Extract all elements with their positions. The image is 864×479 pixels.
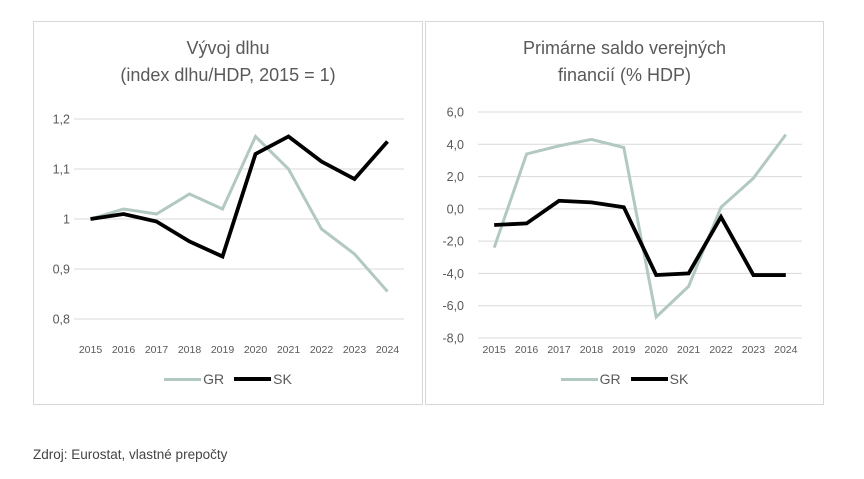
svg-text:1: 1 [63,213,70,227]
legend-item-sk: SK [630,371,689,387]
chart-panel-primary-balance: Primárne saldo verejných financií (% HDP… [425,21,824,405]
svg-text:2,0: 2,0 [447,170,464,184]
svg-text:4,0: 4,0 [447,138,464,152]
chart-legend: GR SK [426,371,823,387]
svg-text:2023: 2023 [742,344,766,356]
svg-text:2016: 2016 [112,344,136,356]
chart-title-primary-balance: Primárne saldo verejných financií (% HDP… [426,35,823,89]
source-note: Zdroj: Eurostat, vlastné prepočty [33,447,228,462]
legend-label-sk: SK [669,371,689,387]
legend-item-sk: SK [234,371,292,387]
svg-text:-2,0: -2,0 [442,235,464,249]
sk-line-swatch [234,377,272,381]
svg-text:2017: 2017 [547,344,571,356]
svg-text:2022: 2022 [310,344,334,356]
svg-text:2020: 2020 [645,344,669,356]
svg-text:-6,0: -6,0 [442,299,464,313]
line-chart-debt: 1,2 1,1 1 0,9 0,8 2015 2016 2017 2018 2019 2020 202… [53,113,404,356]
sk-line-swatch [630,377,668,381]
svg-text:2024: 2024 [376,344,400,356]
svg-text:2020: 2020 [244,344,268,356]
legend-item-gr: GR [560,371,621,387]
chart-title-line2: financií (% HDP) [557,65,692,85]
svg-text:2021: 2021 [277,344,301,356]
chart-panel-debt: Vývoj dlhu (index dlhu/HDP, 2015 = 1) 1,… [33,21,423,405]
gr-line-swatch [164,377,202,381]
legend-label-gr: GR [203,371,225,387]
svg-text:2016: 2016 [515,344,539,356]
svg-text:2017: 2017 [145,344,169,356]
svg-text:0,9: 0,9 [53,263,70,277]
legend-label-sk: SK [273,371,292,387]
svg-text:1,1: 1,1 [53,163,70,177]
svg-text:2019: 2019 [211,344,235,356]
chart-title-line1: Vývoj dlhu [186,38,270,58]
svg-text:2015: 2015 [483,344,507,356]
svg-text:2018: 2018 [580,344,604,356]
svg-text:2023: 2023 [343,344,367,356]
chart-title-debt: Vývoj dlhu (index dlhu/HDP, 2015 = 1) [34,35,422,89]
legend-item-gr: GR [164,371,224,387]
gr-line-swatch [560,377,598,381]
chart-title-line2: (index dlhu/HDP, 2015 = 1) [120,65,336,85]
svg-text:-4,0: -4,0 [442,267,464,281]
svg-text:0,8: 0,8 [53,313,70,327]
svg-text:2022: 2022 [709,344,733,356]
svg-text:1,2: 1,2 [53,113,70,127]
svg-text:2018: 2018 [178,344,202,356]
svg-text:6,0: 6,0 [447,106,464,120]
svg-text:2019: 2019 [612,344,636,356]
svg-text:2024: 2024 [774,344,798,356]
svg-text:0,0: 0,0 [447,202,464,216]
chart-title-line1: Primárne saldo verejných [522,38,727,58]
svg-text:2021: 2021 [677,344,701,356]
svg-text:-8,0: -8,0 [442,332,464,346]
legend-label-gr: GR [599,371,621,387]
chart-legend: GR SK [34,371,422,387]
line-chart-primary-balance: 6,0 4,0 2,0 0,0 -2,0 -4,0 -6,0 -8,0 2015 2016 2017… [442,106,802,356]
svg-text:2015: 2015 [79,344,103,356]
